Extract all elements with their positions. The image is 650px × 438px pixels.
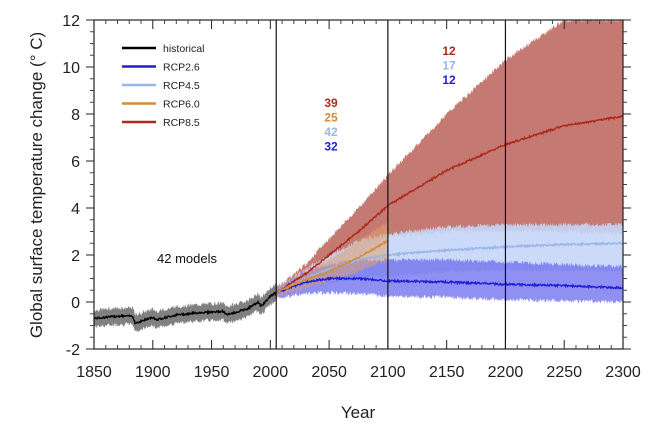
- band-historical: [94, 283, 277, 333]
- y-axis-label: Global surface temperature change (° C): [27, 32, 46, 338]
- x-tick-label: 1900: [135, 364, 171, 381]
- legend-label: RCP4.5: [163, 80, 200, 92]
- y-tick-label: 10: [62, 60, 80, 77]
- series-lines: [93, 114, 624, 325]
- legend: historical RCP2.6 RCP4.5 RCP6.0 RCP8.5: [122, 43, 204, 129]
- line-historical: [93, 291, 277, 325]
- axes: 1850 1900 1950 2000 2050 2100 2150 2200 2250 2300…: [62, 13, 641, 381]
- legend-label: RCP8.5: [163, 117, 200, 129]
- line-rcp85: [275, 114, 624, 294]
- model-count: 39: [324, 96, 338, 110]
- y-tick-label: 8: [71, 107, 80, 124]
- x-tick-label: 2000: [253, 364, 289, 381]
- y-tick-label: 4: [71, 201, 80, 218]
- line-rcp60: [276, 239, 389, 294]
- legend-label: RCP6.0: [163, 99, 200, 111]
- x-tick-label: 2300: [605, 364, 641, 381]
- x-tick-label: 2100: [370, 364, 406, 381]
- model-count: 17: [442, 59, 456, 73]
- y-tick-label: -2: [66, 342, 80, 359]
- uncertainty-bands: [94, 20, 623, 333]
- models-label: 42 models: [157, 251, 217, 266]
- legend-label: RCP2.6: [163, 62, 200, 74]
- model-count: 12: [442, 73, 456, 87]
- y-tick-label: 2: [71, 248, 80, 265]
- x-tick-label: 2050: [311, 364, 347, 381]
- x-tick-label: 1950: [194, 364, 230, 381]
- model-count: 32: [324, 140, 338, 154]
- model-count: 12: [442, 44, 456, 58]
- y-tick-label: 12: [62, 13, 80, 30]
- x-tick-label: 2250: [546, 364, 582, 381]
- period-dividers: [275, 20, 507, 349]
- model-count: 42: [324, 125, 338, 139]
- x-tick-label: 2150: [429, 364, 465, 381]
- line-rcp26: [276, 275, 624, 294]
- y-tick-label: 0: [71, 295, 80, 312]
- legend-label: historical: [163, 43, 204, 55]
- x-tick-label: 2200: [488, 364, 524, 381]
- x-axis-label: Year: [341, 403, 376, 422]
- y-tick-label: 6: [71, 154, 80, 171]
- model-count: 25: [324, 111, 338, 125]
- x-tick-label: 1850: [76, 364, 112, 381]
